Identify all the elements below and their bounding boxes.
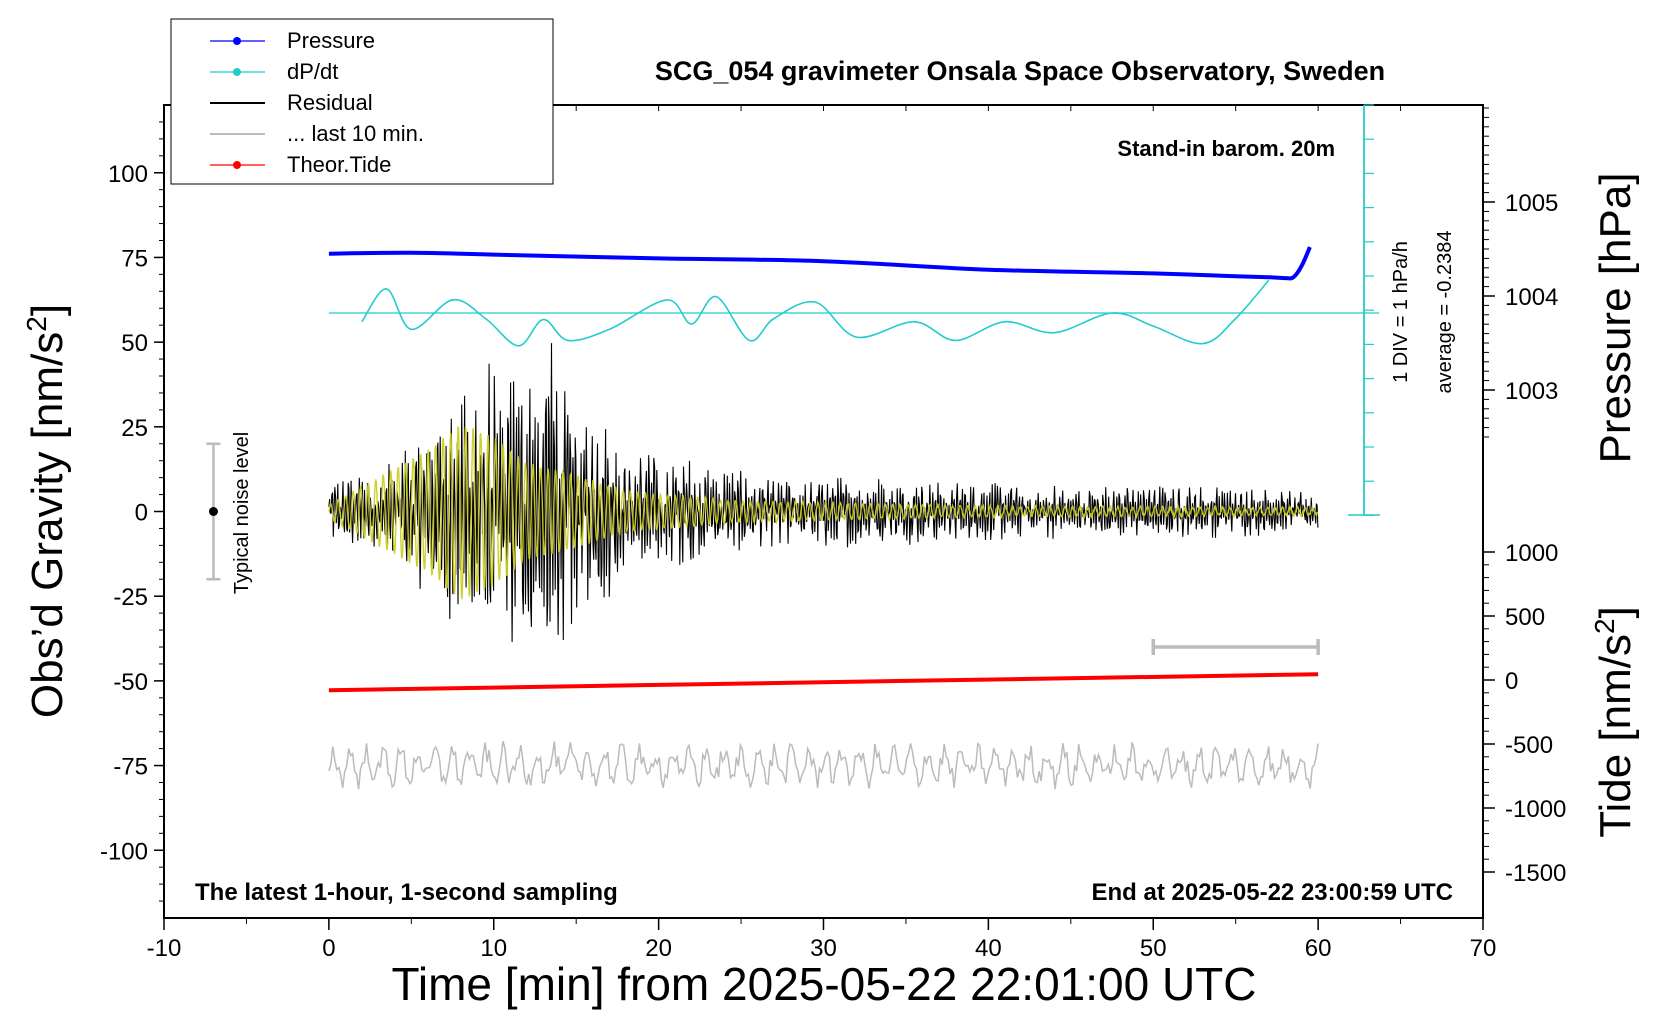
y-axis-label-left: Obs’d Gravity [nm/s2] xyxy=(21,304,72,718)
x-tick-label: 10 xyxy=(480,935,507,962)
y-tick-label: 100 xyxy=(108,161,148,188)
y-tick-label: -50 xyxy=(113,669,148,696)
residual-line xyxy=(328,343,1319,643)
dpdt-line xyxy=(361,279,1270,347)
tide-line xyxy=(328,672,1319,693)
y-axis-label-pressure: Pressure [hPa] xyxy=(1591,172,1640,463)
legend-pressure-label: Pressure xyxy=(287,28,375,53)
tide-tick-label: 500 xyxy=(1505,604,1545,631)
y-tick-label: 0 xyxy=(135,500,148,527)
axis-ticks: -10 0 10 20 30 40 50 60 70-100-75-50-25025507510… xyxy=(100,105,1566,962)
legend-last10-label: ... last 10 min. xyxy=(287,121,424,146)
div-note: 1 DIV = 1 hPa/h xyxy=(1390,241,1412,383)
tide-tick-label: 0 xyxy=(1505,668,1518,695)
x-tick-label: 20 xyxy=(645,935,672,962)
x-tick-label: 40 xyxy=(975,935,1002,962)
pressure-line xyxy=(328,246,1312,281)
legend-tide-label: Theor.Tide xyxy=(287,152,391,177)
last-10-min-line xyxy=(328,741,1319,790)
tide-tick-label: -1000 xyxy=(1505,796,1566,823)
y-tick-label: 25 xyxy=(121,415,148,442)
average-note: average = -0.2384 xyxy=(1434,231,1456,394)
noise-dot xyxy=(208,507,218,516)
tide-tick-label: -1500 xyxy=(1505,860,1566,887)
tide-tick-label: 1000 xyxy=(1505,540,1558,567)
chart-title: SCG_054 gravimeter Onsala Space Observat… xyxy=(655,56,1385,86)
legend-pressure-marker xyxy=(233,37,241,45)
legend-dpdt-marker xyxy=(233,68,241,76)
x-tick-label: 70 xyxy=(1470,935,1497,962)
series-group xyxy=(206,104,1380,790)
filtered-residual-line xyxy=(328,426,1319,600)
x-tick-label: -10 xyxy=(147,935,182,962)
x-tick-label: 50 xyxy=(1140,935,1167,962)
end-time-note: End at 2025-05-22 23:00:59 UTC xyxy=(1092,879,1454,906)
x-tick-label: 0 xyxy=(322,935,335,962)
barometer-note: Stand-in barom. 20m xyxy=(1117,136,1335,161)
legend-residual-label: Residual xyxy=(287,90,373,115)
x-axis-label: Time [min] from 2025-05-22 22:01:00 UTC xyxy=(392,958,1257,1010)
x-tick-label: 30 xyxy=(810,935,837,962)
sampling-note: The latest 1-hour, 1-second sampling xyxy=(195,879,618,906)
y-axis-label-tide: Tide [nm/s2] xyxy=(1589,606,1640,838)
y-tick-label: -100 xyxy=(100,838,148,865)
y-tick-label: -75 xyxy=(113,754,148,781)
x-tick-label: 60 xyxy=(1305,935,1332,962)
pressure-tick-label: 1005 xyxy=(1505,190,1558,217)
legend-box xyxy=(170,18,554,185)
legend-tide-marker xyxy=(233,161,241,169)
y-tick-label: 50 xyxy=(121,330,148,357)
pressure-tick-label: 1004 xyxy=(1505,284,1558,311)
noise-label: Typical noise level xyxy=(231,432,253,594)
y-tick-label: 75 xyxy=(121,245,148,272)
pressure-tick-label: 1003 xyxy=(1505,378,1558,405)
y-tick-label: -25 xyxy=(113,584,148,611)
tide-tick-label: -500 xyxy=(1505,732,1553,759)
legend: Pressure dP/dt Residual ... last 10 min.… xyxy=(170,18,554,185)
legend-dpdt-label: dP/dt xyxy=(287,59,338,84)
